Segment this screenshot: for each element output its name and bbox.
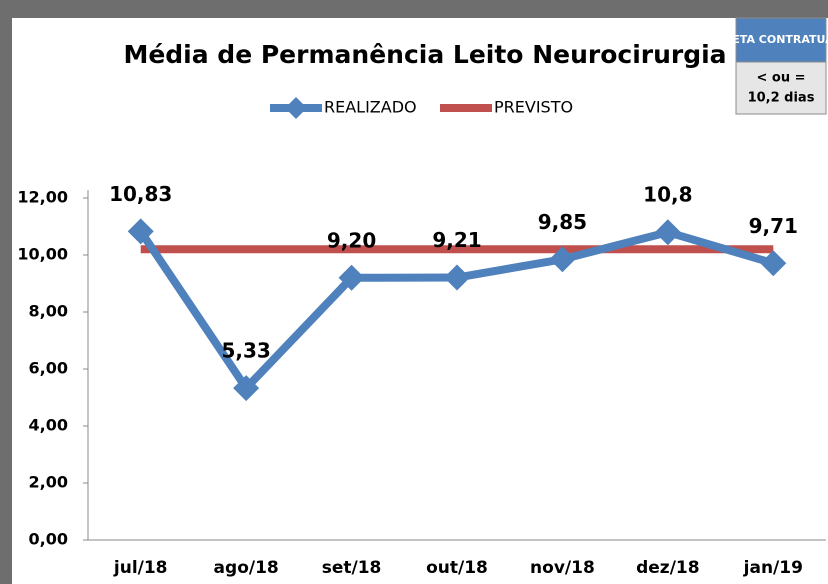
data-label: 9,85 [538,210,587,234]
y-tick-label: 2,00 [29,473,68,492]
x-tick-label: out/18 [426,558,488,578]
marker [444,264,470,291]
x-tick-label: jan/19 [743,558,803,578]
chart-title: Média de Permanência Leito Neurocirurgia [123,40,726,69]
marker [127,218,154,245]
meta-line: < ou = [756,71,805,86]
marker [760,250,787,277]
meta-header [735,17,827,63]
y-tick-label: 8,00 [29,302,68,321]
data-label: 5,33 [221,339,270,363]
marker [233,375,260,402]
marker [549,246,576,273]
legend-marker [285,97,307,119]
y-tick-label: 0,00 [29,530,68,549]
data-label: 9,71 [749,214,798,238]
data-label: 10,8 [643,183,692,207]
y-tick-label: 4,00 [29,416,68,435]
data-label: 9,21 [432,228,481,252]
data-label: 10,83 [109,182,172,206]
marker [654,219,681,246]
y-tick-label: 10,00 [17,245,68,264]
x-tick-label: ago/18 [214,558,279,578]
y-tick-label: 6,00 [29,359,68,378]
y-tick-label: 12,00 [17,188,68,207]
x-tick-label: dez/18 [636,558,699,578]
legend-label: PREVISTO [494,98,573,117]
marker [338,264,365,291]
x-tick-label: set/18 [322,558,382,578]
data-label: 9,20 [327,228,376,252]
x-tick-label: nov/18 [530,558,595,578]
meta-body [735,61,827,115]
meta-title: META CONTRATUAL [721,33,828,46]
legend-label: REALIZADO [324,98,417,117]
x-tick-label: jul/18 [113,558,168,578]
chart-area [12,18,828,584]
meta-line: 10,2 dias [748,91,815,106]
